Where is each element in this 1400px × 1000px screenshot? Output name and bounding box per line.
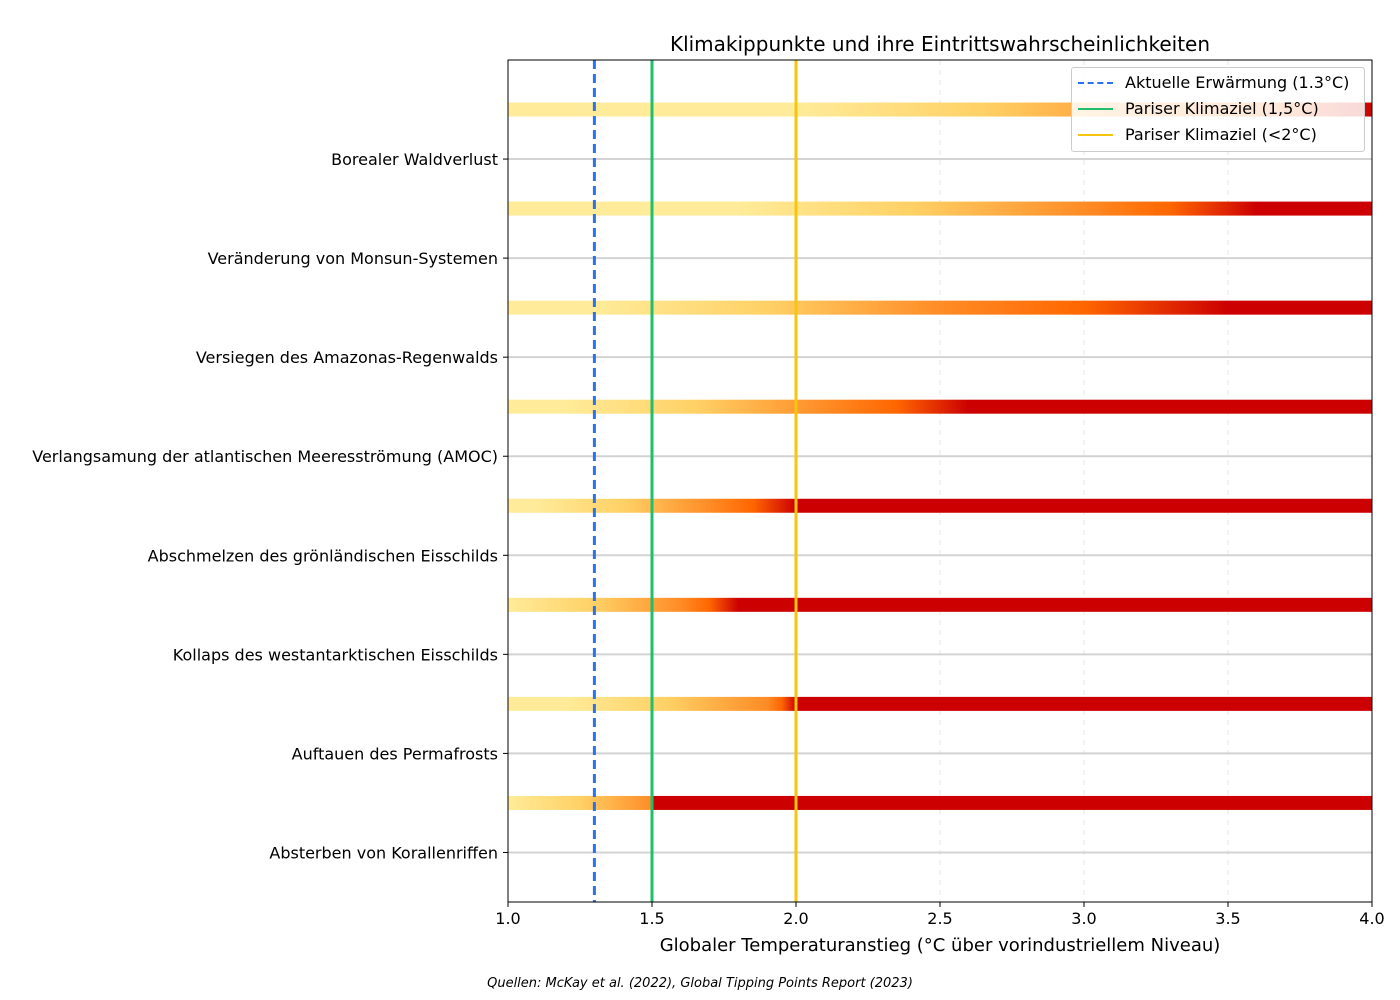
- legend-label: Pariser Klimaziel (<2°C): [1125, 125, 1317, 144]
- legend: Aktuelle Erwärmung (1.3°C) Pariser Klima…: [1071, 67, 1365, 152]
- legend-swatch-green: [1078, 108, 1113, 110]
- y-tick-label: Borealer Waldverlust: [331, 150, 498, 169]
- source-caption: Quellen: McKay et al. (2022), Global Tip…: [487, 976, 913, 991]
- x-axis-label: Globaler Temperaturanstieg (°C über vori…: [660, 935, 1221, 956]
- y-tick-label: Absterben von Korallenriffen: [269, 843, 498, 862]
- y-tick-label: Abschmelzen des grönländischen Eisschild…: [148, 546, 498, 565]
- gradient-bar: [508, 498, 1372, 513]
- x-tick-label: 4.0: [1359, 909, 1384, 928]
- gradient-bars: [508, 102, 1372, 810]
- gradient-bar: [508, 201, 1372, 216]
- gradient-bar: [508, 597, 1372, 612]
- gradient-bar: [508, 300, 1372, 315]
- gradient-bar: [508, 696, 1372, 711]
- x-axis-ticks: 1.0 1.5 2.0 2.5 3.0 3.5 4.0: [495, 902, 1385, 928]
- reference-lines: [592, 60, 798, 902]
- legend-item-paris-15: Pariser Klimaziel (1,5°C): [1078, 98, 1362, 120]
- x-tick-label: 3.5: [1215, 909, 1240, 928]
- legend-item-paris-2: Pariser Klimaziel (<2°C): [1078, 124, 1362, 146]
- x-tick-label: 2.0: [783, 909, 808, 928]
- legend-item-current-warming: Aktuelle Erwärmung (1.3°C): [1078, 72, 1362, 94]
- y-tick-label: Veränderung von Monsun-Systemen: [208, 249, 498, 268]
- gradient-bar: [508, 795, 1372, 810]
- legend-label: Aktuelle Erwärmung (1.3°C): [1125, 73, 1350, 92]
- y-tick-label: Versiegen des Amazonas-Regenwalds: [196, 348, 498, 367]
- chart-title: Klimakippunkte und ihre Eintrittswahrsch…: [670, 32, 1210, 56]
- legend-swatch-blue-dashed: [1078, 82, 1113, 84]
- x-tick-label: 1.0: [495, 909, 520, 928]
- legend-swatch-yellow: [1078, 134, 1113, 136]
- y-tick-label: Verlangsamung der atlantischen Meeresstr…: [32, 447, 498, 466]
- x-tick-label: 3.0: [1071, 909, 1096, 928]
- x-tick-label: 2.5: [927, 909, 952, 928]
- gradient-bar: [508, 399, 1372, 414]
- y-tick-label: Auftauen des Permafrosts: [292, 744, 498, 763]
- x-tick-label: 1.5: [639, 909, 664, 928]
- y-axis-labels: Absterben von Korallenriffen Auftauen des…: [32, 150, 508, 862]
- legend-label: Pariser Klimaziel (1,5°C): [1125, 99, 1319, 118]
- grid-layer: [651, 60, 1229, 902]
- y-tick-label: Kollaps des westantarktischen Eisschilds: [173, 645, 498, 664]
